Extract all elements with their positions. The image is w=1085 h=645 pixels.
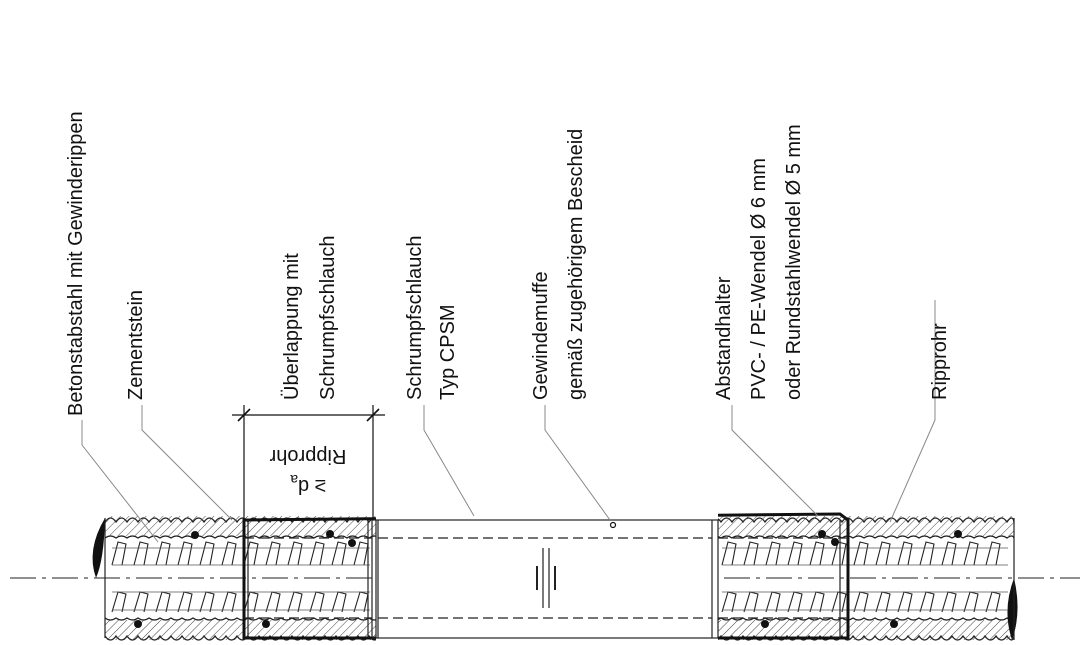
- label-zementstein: Zementstein: [125, 290, 147, 400]
- leader-lines: [81, 300, 936, 543]
- label-abstandhalter-3: oder Rundstahlwendel Ø 5 mm: [783, 124, 805, 400]
- spacer-spiral: [111, 541, 1008, 613]
- overlap-dimension: [232, 405, 385, 520]
- label-abstandhalter-1: Abstandhalter: [713, 276, 735, 400]
- tube-end-left: [92, 518, 105, 578]
- label-gewindemuffe-2: gemäß zugehörigem Bescheid: [565, 129, 587, 400]
- label-schrumpfschlauch-1: Schrumpfschlauch: [404, 235, 426, 400]
- coupler-background: [376, 505, 718, 645]
- overlap-dimension-text: ≥ da Ripprohr: [269, 445, 346, 497]
- label-abstandhalter-2: PVC- / PE-Wendel Ø 6 mm: [748, 158, 770, 400]
- label-ripprohr: Ripprohr: [929, 323, 951, 400]
- dimension-subscript: a: [290, 472, 298, 488]
- label-ueberlappung-1: Überlappung mit: [281, 253, 303, 400]
- label-betonstabstahl: Betonstabstahl mit Gewinderippen: [65, 111, 87, 416]
- label-ueberlappung-2: Schrumpfschlauch: [317, 235, 339, 400]
- tube-end-right: [1007, 578, 1018, 640]
- spacer-dots: [134, 530, 962, 628]
- label-schrumpfschlauch-2: Typ CPSM: [437, 304, 459, 400]
- coupler-vent-mark: [609, 521, 617, 529]
- svg-text:≥ da: ≥ da: [290, 472, 326, 497]
- coupler-seams: [247, 520, 841, 638]
- dimension-ripprohr: Ripprohr: [269, 445, 346, 467]
- dimension-ge-da: ≥ d: [298, 475, 326, 497]
- coupler-body: [244, 519, 848, 639]
- label-gewindemuffe-1: Gewindemuffe: [530, 271, 552, 400]
